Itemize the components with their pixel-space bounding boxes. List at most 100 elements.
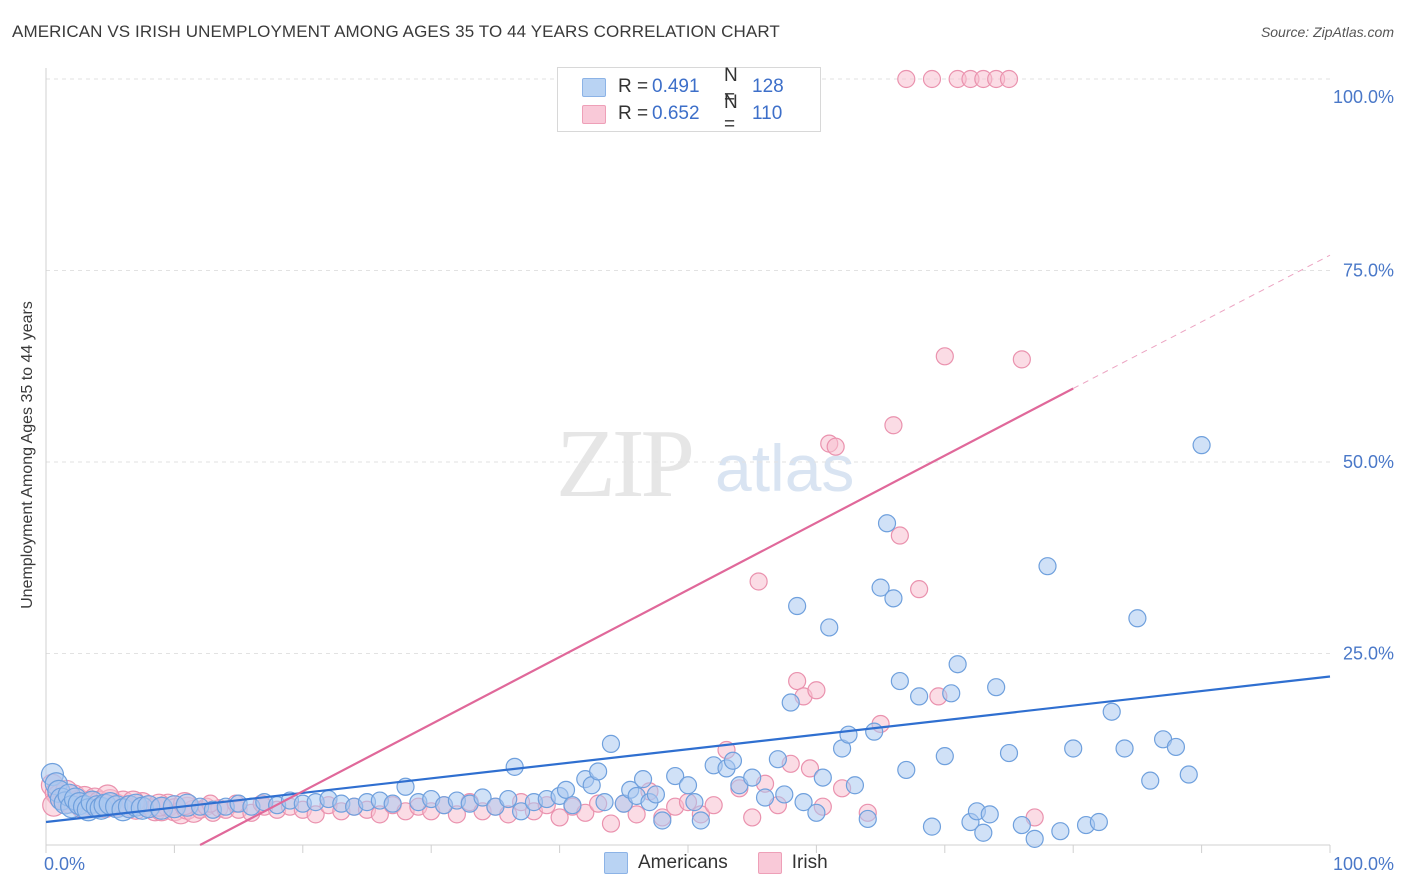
americans-point (1115, 739, 1134, 758)
legend-americans-label: Americans (638, 852, 728, 873)
chart-title: AMERICAN VS IRISH UNEMPLOYMENT AMONG AGE… (12, 22, 780, 41)
americans-point (1102, 702, 1121, 721)
americans-point (1141, 771, 1160, 790)
legend-r-label: R = (618, 76, 649, 97)
axes (45, 68, 1331, 853)
americans-point (858, 809, 877, 829)
americans-point (499, 789, 518, 809)
americans-point (948, 655, 967, 674)
americans-point (601, 734, 621, 753)
americans-point (890, 671, 909, 691)
americans-point (910, 687, 929, 706)
irish-point (897, 69, 916, 89)
americans-point (653, 811, 672, 830)
americans-point (1179, 765, 1198, 784)
americans-point (723, 751, 743, 770)
americans-point (511, 802, 531, 821)
source-label: Source: ZipAtlas.com (1260, 24, 1394, 40)
americans-point (473, 788, 492, 807)
irish-swatch (582, 104, 606, 124)
americans-point (1089, 812, 1108, 832)
americans-point (807, 803, 826, 822)
americans-point (646, 785, 666, 804)
americans-point (1128, 609, 1147, 628)
legend-item-americans[interactable]: Americans (604, 852, 728, 874)
americans-point (1038, 557, 1057, 576)
americans-point (1192, 436, 1211, 455)
legend-n-label: N = (724, 92, 738, 135)
irish-point (935, 347, 954, 366)
americans-point (1025, 829, 1044, 848)
irish-trend-line (199, 387, 1074, 846)
grid (46, 78, 1330, 654)
irish-point (550, 808, 569, 827)
trend-lines (45, 254, 1331, 846)
irish-point (922, 69, 942, 89)
americans-legend-swatch (604, 852, 628, 874)
americans-points (40, 436, 1211, 848)
americans-point (589, 762, 608, 781)
americans-point (865, 722, 884, 741)
americans-point (788, 596, 807, 616)
irish-point (704, 796, 723, 815)
legend-r-value: 0.491 (652, 76, 700, 97)
americans-point (974, 823, 993, 842)
americans-point (980, 805, 999, 824)
x-tick-label: 100.0% (1333, 854, 1394, 874)
americans-point (897, 760, 916, 780)
legend-r-label: R = (618, 103, 649, 124)
americans-point (922, 817, 942, 836)
irish-point (1012, 350, 1031, 369)
americans-point (1051, 822, 1070, 841)
irish-point (788, 671, 807, 691)
americans-swatch (582, 77, 606, 97)
irish-point (826, 437, 845, 456)
irish-point (627, 805, 646, 824)
americans-point (691, 811, 710, 830)
stats-legend: R = 0.491 N = 128 R = 0.652 N = 110 (557, 65, 821, 135)
irish-point (743, 808, 762, 827)
y-tick-label: 50.0% (1343, 452, 1394, 472)
irish-points (40, 69, 1044, 833)
irish-legend-swatch (757, 852, 782, 874)
americans-point (884, 589, 903, 608)
irish-point (749, 572, 768, 591)
americans-point (685, 793, 704, 812)
americans-point (678, 776, 698, 795)
americans-point (595, 793, 614, 812)
americans-point (987, 678, 1006, 697)
watermark-zip: ZIP (556, 410, 695, 518)
irish-point (800, 759, 820, 778)
americans-point (820, 618, 839, 637)
irish-point (807, 681, 826, 700)
americans-point (781, 693, 800, 712)
y-tick-label: 75.0% (1343, 261, 1394, 281)
irish-point (890, 526, 909, 545)
americans-point (633, 770, 653, 789)
americans-point (505, 757, 524, 776)
x-tick-label: 0.0% (44, 854, 85, 874)
americans-point (1064, 739, 1083, 758)
series-legend: Americans Irish (604, 852, 858, 874)
y-tick-label: 25.0% (1343, 644, 1394, 664)
americans-point (999, 743, 1019, 763)
americans-point (1166, 737, 1186, 757)
americans-point (383, 794, 402, 813)
americans-point (935, 747, 954, 766)
irish-point (910, 580, 929, 599)
americans-point (775, 785, 794, 804)
americans-point (813, 768, 832, 787)
legend-n-value: 110 (752, 103, 783, 124)
americans-point (1012, 815, 1031, 835)
legend-item-irish[interactable]: Irish (757, 852, 828, 874)
tick-labels: 25.0% 50.0% 75.0% 100.0% 0.0% 100.0% (44, 87, 1394, 874)
americans-point (877, 514, 897, 533)
americans-point (845, 776, 865, 795)
legend-row-americans: R = 0.491 N = 128 (582, 65, 784, 108)
americans-point (942, 684, 961, 703)
legend-r-value: 0.652 (652, 103, 700, 124)
legend-row-irish: R = 0.652 N = 110 (582, 92, 783, 135)
americans-point (755, 788, 775, 807)
americans-point (563, 796, 582, 815)
americans-point (794, 793, 813, 812)
